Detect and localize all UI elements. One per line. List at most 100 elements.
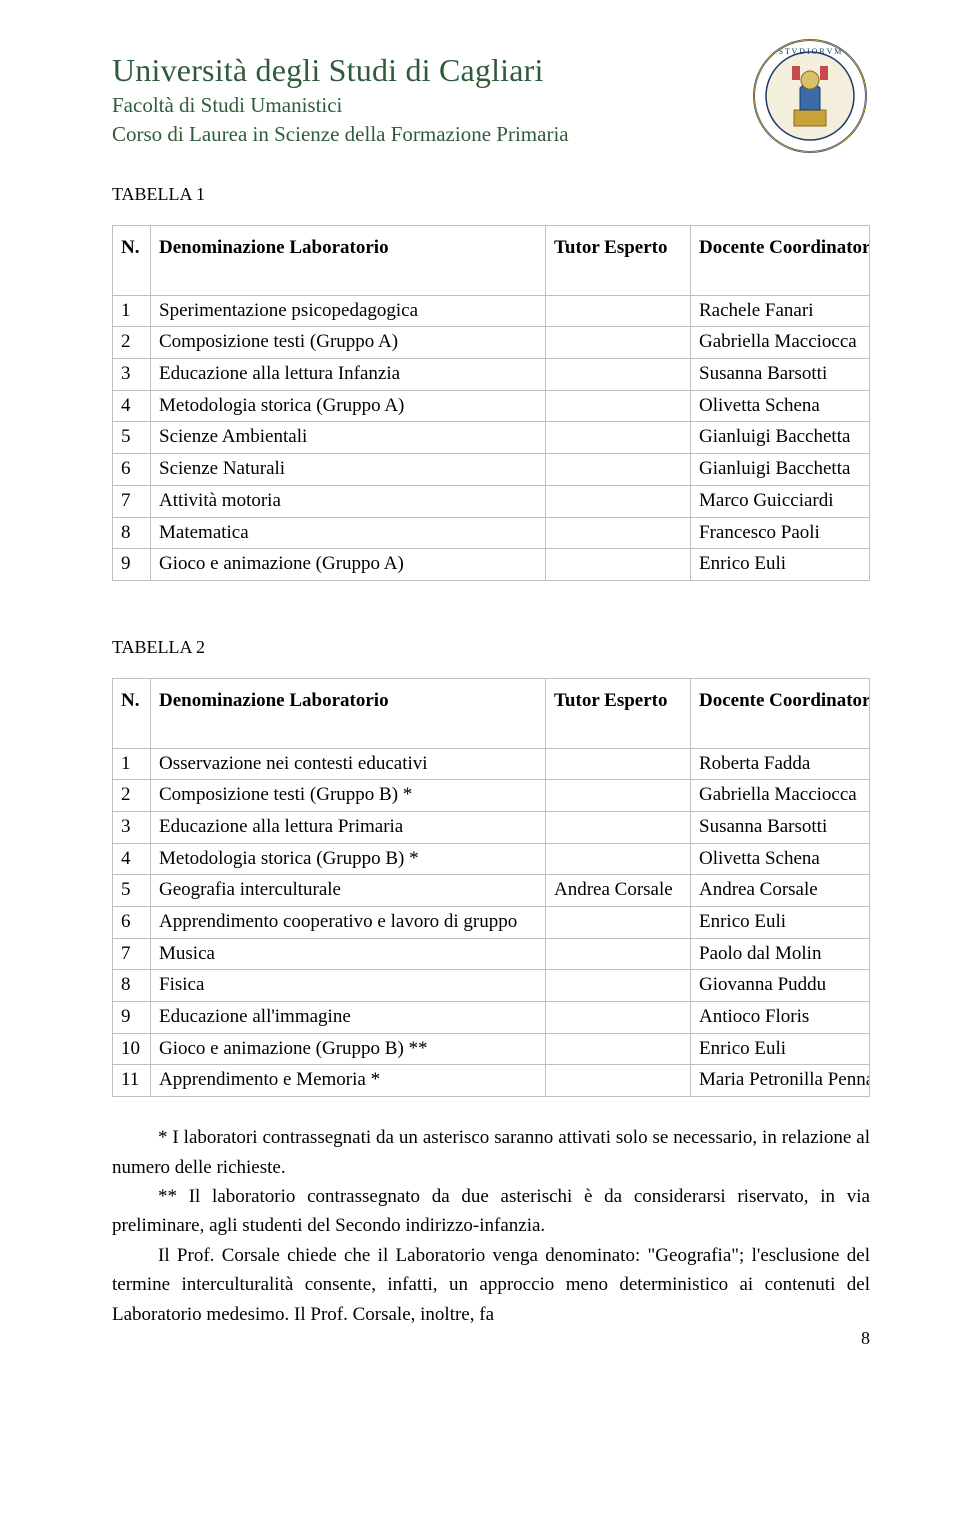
table1-cell-denom: Sperimentazione psicopedagogica xyxy=(151,295,546,327)
table-row: 9Educazione all'immagineAntioco Floris xyxy=(113,1002,870,1034)
table-row: 11Apprendimento e Memoria * Maria Petroni… xyxy=(113,1065,870,1097)
table1-cell-n: 8 xyxy=(113,517,151,549)
university-seal-icon: S T V D I O R V M xyxy=(750,36,870,156)
table2-cell-denom: Apprendimento e Memoria * xyxy=(151,1065,546,1097)
table1-cell-n: 6 xyxy=(113,454,151,486)
col-doc: Docente Coordinatore xyxy=(691,226,870,296)
table2-header-row: N. Denominazione Laboratorio Tutor Esper… xyxy=(113,678,870,748)
table1-label: TABELLA 1 xyxy=(112,184,870,205)
table2-cell-tutor xyxy=(546,907,691,939)
col-denom: Denominazione Laboratorio xyxy=(151,226,546,296)
table2-cell-tutor xyxy=(546,811,691,843)
table2-cell-denom: Composizione testi (Gruppo B) * xyxy=(151,780,546,812)
table-row: 2Composizione testi (Gruppo B) *Gabriell… xyxy=(113,780,870,812)
table2-cell-doc: Roberta Fadda xyxy=(691,748,870,780)
table1-cell-tutor xyxy=(546,549,691,581)
table1-cell-doc: Gabriella Macciocca xyxy=(691,327,870,359)
table1-cell-doc: Enrico Euli xyxy=(691,549,870,581)
col-denom: Denominazione Laboratorio xyxy=(151,678,546,748)
table2-cell-n: 11 xyxy=(113,1065,151,1097)
col-tutor: Tutor Esperto xyxy=(546,678,691,748)
table-row: 4Metodologia storica (Gruppo A) Olivetta … xyxy=(113,390,870,422)
faculty-name: Facoltà di Studi Umanistici xyxy=(112,93,569,118)
table-row: 6Apprendimento cooperativo e lavoro di g… xyxy=(113,907,870,939)
table1-cell-tutor xyxy=(546,485,691,517)
table2-cell-n: 4 xyxy=(113,843,151,875)
table2-cell-tutor xyxy=(546,780,691,812)
table2-cell-n: 7 xyxy=(113,938,151,970)
table2-cell-tutor xyxy=(546,843,691,875)
table2-cell-doc: Olivetta Schena xyxy=(691,843,870,875)
table-row: 8MatematicaFrancesco Paoli xyxy=(113,517,870,549)
table2-cell-doc: Antioco Floris xyxy=(691,1002,870,1034)
table1: N. Denominazione Laboratorio Tutor Esper… xyxy=(112,225,870,581)
table1-cell-denom: Scienze Naturali xyxy=(151,454,546,486)
table1-cell-denom: Educazione alla lettura Infanzia xyxy=(151,359,546,391)
table2: N. Denominazione Laboratorio Tutor Esper… xyxy=(112,678,870,1097)
footnote-3: Il Prof. Corsale chiede che il Laborator… xyxy=(112,1241,870,1329)
table-row: 7Attività motoria Marco Guicciardi xyxy=(113,485,870,517)
table1-cell-n: 4 xyxy=(113,390,151,422)
table1-cell-n: 7 xyxy=(113,485,151,517)
table2-label: TABELLA 2 xyxy=(112,637,870,658)
table-row: 1Sperimentazione psicopedagogicaRachele … xyxy=(113,295,870,327)
col-n: N. xyxy=(113,226,151,296)
table-row: 6Scienze Naturali Gianluigi Bacchetta xyxy=(113,454,870,486)
table2-cell-tutor xyxy=(546,938,691,970)
table2-cell-n: 5 xyxy=(113,875,151,907)
table1-cell-denom: Metodologia storica (Gruppo A) xyxy=(151,390,546,422)
table1-cell-n: 1 xyxy=(113,295,151,327)
table2-cell-tutor xyxy=(546,748,691,780)
table1-cell-doc: Gianluigi Bacchetta xyxy=(691,422,870,454)
table2-cell-denom: Gioco e animazione (Gruppo B) ** xyxy=(151,1033,546,1065)
table1-header-row: N. Denominazione Laboratorio Tutor Esper… xyxy=(113,226,870,296)
col-n: N. xyxy=(113,678,151,748)
document-header: Università degli Studi di Cagliari Facol… xyxy=(112,44,870,156)
table1-cell-n: 5 xyxy=(113,422,151,454)
table2-cell-tutor: Andrea Corsale xyxy=(546,875,691,907)
page-number: 8 xyxy=(861,1328,870,1349)
table2-cell-doc: Paolo dal Molin xyxy=(691,938,870,970)
table2-cell-n: 9 xyxy=(113,1002,151,1034)
university-name: Università degli Studi di Cagliari xyxy=(112,52,569,89)
table2-cell-n: 6 xyxy=(113,907,151,939)
table-row: 8FisicaGiovanna Puddu xyxy=(113,970,870,1002)
table1-cell-denom: Attività motoria xyxy=(151,485,546,517)
table2-cell-doc: Enrico Euli xyxy=(691,907,870,939)
table2-cell-n: 10 xyxy=(113,1033,151,1065)
table2-cell-denom: Fisica xyxy=(151,970,546,1002)
table1-cell-denom: Scienze Ambientali xyxy=(151,422,546,454)
table-row: 4Metodologia storica (Gruppo B) * Olivett… xyxy=(113,843,870,875)
table1-cell-tutor xyxy=(546,327,691,359)
table-row: 7MusicaPaolo dal Molin xyxy=(113,938,870,970)
table1-cell-denom: Matematica xyxy=(151,517,546,549)
table-row: 9Gioco e animazione (Gruppo A)Enrico Eul… xyxy=(113,549,870,581)
table1-cell-doc: Olivetta Schena xyxy=(691,390,870,422)
table1-cell-tutor xyxy=(546,454,691,486)
col-tutor: Tutor Esperto xyxy=(546,226,691,296)
table1-cell-tutor xyxy=(546,295,691,327)
table1-cell-doc: Susanna Barsotti xyxy=(691,359,870,391)
table-row: 5Scienze Ambientali Gianluigi Bacchetta xyxy=(113,422,870,454)
table2-cell-tutor xyxy=(546,970,691,1002)
table2-cell-doc: Enrico Euli xyxy=(691,1033,870,1065)
table2-cell-doc: Maria Petronilla Penna xyxy=(691,1065,870,1097)
table2-cell-n: 2 xyxy=(113,780,151,812)
table2-cell-denom: Metodologia storica (Gruppo B) * xyxy=(151,843,546,875)
table1-cell-tutor xyxy=(546,359,691,391)
table1-cell-denom: Gioco e animazione (Gruppo A) xyxy=(151,549,546,581)
table1-cell-tutor xyxy=(546,517,691,549)
col-doc: Docente Coordinatore xyxy=(691,678,870,748)
table2-cell-doc: Andrea Corsale xyxy=(691,875,870,907)
table2-cell-n: 8 xyxy=(113,970,151,1002)
table1-cell-doc: Marco Guicciardi xyxy=(691,485,870,517)
table2-cell-denom: Osservazione nei contesti educativi xyxy=(151,748,546,780)
table2-cell-tutor xyxy=(546,1033,691,1065)
table1-cell-doc: Gianluigi Bacchetta xyxy=(691,454,870,486)
table-row: 1Osservazione nei contesti educativiRobe… xyxy=(113,748,870,780)
table-row: 10Gioco e animazione (Gruppo B) ** Enrico… xyxy=(113,1033,870,1065)
table2-cell-n: 3 xyxy=(113,811,151,843)
table1-cell-tutor xyxy=(546,422,691,454)
table2-cell-doc: Susanna Barsotti xyxy=(691,811,870,843)
table-row: 2Composizione testi (Gruppo A)Gabriella … xyxy=(113,327,870,359)
